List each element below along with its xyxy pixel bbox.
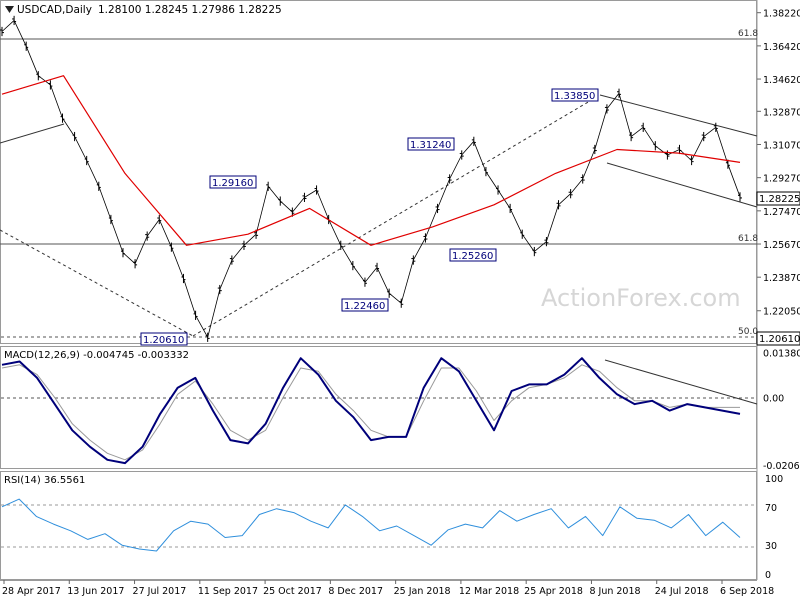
svg-text:1.20610: 1.20610 [143,335,184,346]
current-level-box: 1.20610 [756,331,800,346]
price-axis-tick-label: 1.36420 [763,42,800,53]
rsi-axis-tick-label: 70 [765,503,777,514]
price-axis-tick-label: 1.38220 [763,9,800,20]
annotation-1-22460: 1.22460 [341,298,389,312]
annotation-1-33850: 1.33850 [551,88,599,102]
series-layer [0,15,742,552]
static-layer: ActionForex.com USDCAD,Daily 1.28100 1.2… [0,4,800,548]
price-line [1,19,741,338]
fib-label-top: 61.8 [738,29,758,39]
macd-line [1,357,741,465]
price-axis-tick-label: 1.23870 [763,273,800,284]
x-axis-tick-label: 24 Jul 2018 [655,586,709,597]
svg-text:1.28225: 1.28225 [759,194,800,205]
channel-upper-line [599,94,758,137]
x-axis-tick-label: 25 Jan 2018 [394,586,451,597]
annotation-1-31240: 1.31240 [407,137,455,151]
macd-panel-frame [0,346,757,469]
x-axis-tick-label: 28 Apr 2017 [2,586,61,597]
rsi-title: RSI(14) 36.5561 [4,475,85,486]
macd-signal-line [1,364,740,461]
annotation-1-20610: 1.20610 [140,332,188,346]
macd-axis-tick-label: 0.013802 [763,348,800,359]
price-axis-tick-label: 1.34620 [763,75,800,86]
price-axis-tick-label: 1.22050 [763,307,800,318]
svg-text:1.31240: 1.31240 [410,140,451,151]
svg-text:1.33850: 1.33850 [554,91,595,102]
trendline-left-solid [0,123,65,144]
chart-symbol: USDCAD,Daily [17,4,92,16]
x-axis-tick-label: 11 Sep 2017 [198,586,258,597]
rsi-line [1,498,741,552]
annotation-1-29160: 1.29160 [209,175,257,189]
annotation-1-25260: 1.25260 [449,248,497,262]
svg-text:1.22460: 1.22460 [344,301,385,312]
x-axis-tick-label: 12 Mar 2018 [459,586,519,597]
rsi-axis-tick-label: 0 [765,570,771,581]
price-axis-tick-label: 1.29270 [763,174,800,185]
rsi-axis-tick-label: 100 [765,474,783,485]
x-axis-tick-label: 13 Jun 2017 [67,586,124,597]
svg-text:1.20610: 1.20610 [759,334,800,345]
price-axis-tick-label: 1.27470 [763,207,800,218]
x-axis-tick-label: 8 Jun 2018 [589,586,640,597]
current-price-box: 1.28225 [756,191,800,206]
trendline-dashed-up [192,94,601,337]
x-axis-tick-label: 8 Dec 2017 [328,586,383,597]
svg-text:1.29160: 1.29160 [212,178,253,189]
macd-axis-tick-label: -0.020648 [763,461,800,472]
x-axis-tick-label: 27 Jul 2017 [133,586,187,597]
x-axis-tick-label: 25 Apr 2018 [524,586,583,597]
svg-text:1.25260: 1.25260 [452,251,493,262]
sma-line [1,75,741,246]
chart-ohlc: 1.28100 1.28245 1.27986 1.28225 [98,4,282,16]
dropdown-triangle-icon[interactable] [5,6,14,13]
macd-trendline [604,359,758,405]
price-axis-tick-label: 1.32870 [763,107,800,118]
macd-axis-tick-label: 0.00 [763,394,784,405]
watermark: ActionForex.com [541,284,741,312]
macd-title: MACD(12,26,9) -0.004745 -0.003332 [4,350,189,361]
trendline-dashed-down [0,229,194,337]
x-axis-tick-label: 6 Sep 2018 [720,586,774,597]
fib-label-mid: 61.8 [738,234,758,244]
tick-layer: 1.38220 1.36420 1.34620 1.32870 1.31070 1.292… [2,9,800,597]
price-axis-tick-label: 1.31070 [763,140,800,151]
rsi-axis-tick-label: 30 [765,541,777,552]
x-axis-tick-label: 25 Oct 2017 [263,586,322,597]
rsi-panel-frame [0,471,757,580]
price-axis-tick-label: 1.25670 [763,240,800,251]
channel-lower-line [606,162,758,208]
fib-label-50: 50.0 [738,327,758,337]
